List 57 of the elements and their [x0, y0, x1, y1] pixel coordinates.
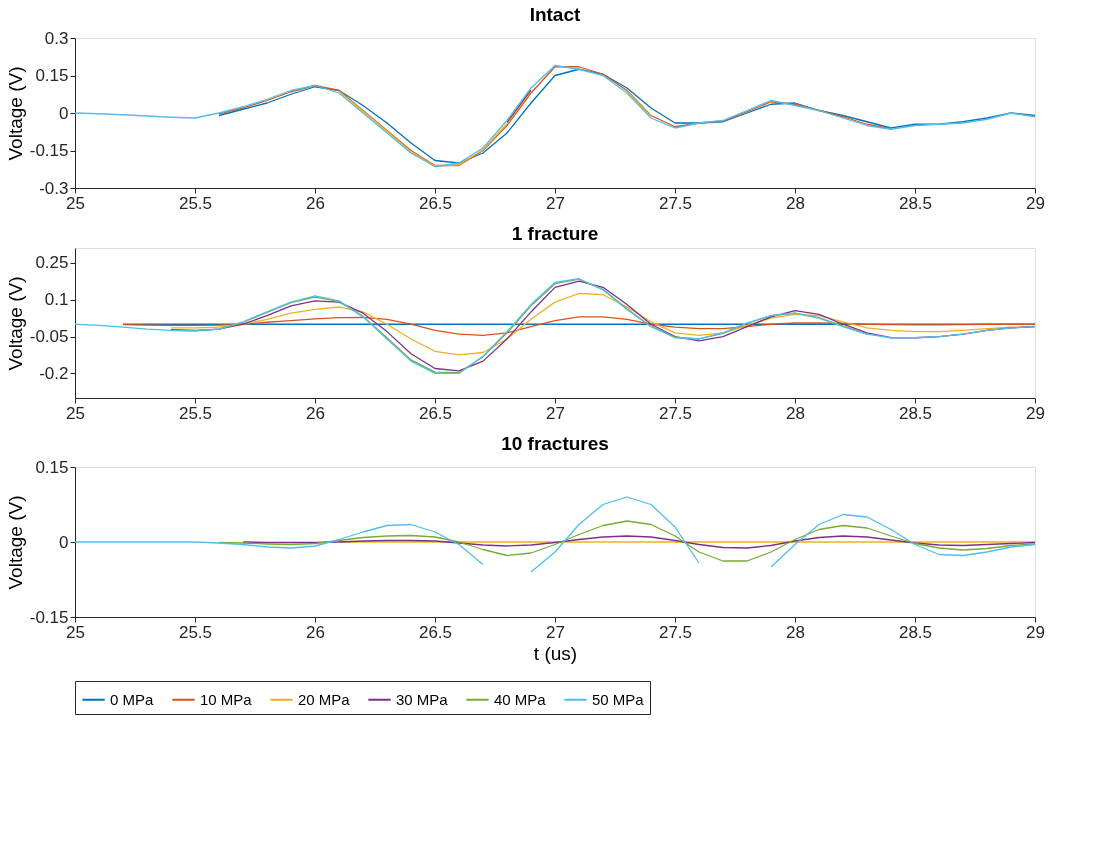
x-tick-label: 29 — [1026, 193, 1045, 213]
x-tick-label: 26.5 — [418, 622, 453, 642]
y-axis-title: Voltage (V) — [4, 66, 26, 161]
legend-label: 20 MPa — [298, 690, 351, 708]
legend-label: 50 MPa — [592, 690, 645, 708]
x-tick-label: 28 — [786, 193, 805, 213]
y-axis-title: Voltage (V) — [4, 276, 26, 371]
y-tick-label: 0.1 — [44, 290, 69, 310]
legend-label: 30 MPa — [396, 690, 449, 708]
x-tick-label: 25.5 — [178, 193, 213, 213]
y-tick-label: 0 — [59, 103, 69, 123]
legend-label: 40 MPa — [494, 690, 547, 708]
line-series — [122, 316, 1035, 336]
x-tick-label: 27.5 — [658, 403, 693, 423]
x-tick-label: 28.5 — [898, 622, 933, 642]
line-series — [218, 66, 892, 167]
x-tick-label: 28.5 — [898, 403, 933, 423]
chart-title: 1 fracture — [511, 223, 599, 244]
x-tick-label: 27 — [546, 622, 565, 642]
y-tick-label: 0.25 — [35, 253, 69, 273]
x-axis-title: t (us) — [533, 642, 578, 664]
y-tick-label: 0.3 — [44, 28, 69, 48]
x-tick-label: 25 — [66, 622, 85, 642]
x-tick-label: 27 — [546, 193, 565, 213]
y-tick-label: -0.15 — [29, 141, 69, 160]
x-tick-label: 28.5 — [898, 193, 933, 213]
chart-title: Intact — [529, 4, 581, 25]
y-tick-label: -0.05 — [29, 327, 69, 347]
legend-label: 10 MPa — [200, 690, 253, 708]
x-tick-label: 29 — [1026, 403, 1045, 423]
x-tick-label: 27 — [546, 403, 565, 423]
y-tick-label: -0.15 — [29, 607, 69, 627]
y-tick-label: 0.15 — [35, 457, 69, 477]
x-tick-label: 26 — [306, 622, 325, 642]
x-tick-label: 27.5 — [658, 622, 693, 642]
x-tick-label: 25.5 — [178, 622, 213, 642]
y-tick-label: 0.15 — [35, 66, 69, 85]
line-series — [218, 68, 1035, 164]
y-axis-title: Voltage (V) — [4, 495, 26, 590]
x-tick-label: 29 — [1026, 622, 1045, 642]
x-tick-label: 27.5 — [658, 193, 693, 213]
x-tick-label: 26.5 — [418, 193, 453, 213]
line-series — [242, 535, 1035, 549]
y-tick-label: -0.2 — [39, 363, 69, 383]
x-tick-label: 26 — [306, 193, 325, 213]
y-tick-label: 0 — [59, 532, 69, 552]
x-tick-label: 26.5 — [418, 403, 453, 423]
x-tick-label: 25.5 — [178, 403, 213, 423]
line-series — [75, 64, 1035, 168]
x-tick-label: 25 — [66, 403, 85, 423]
x-tick-label: 28 — [786, 622, 805, 642]
chart-title: 10 fractures — [501, 433, 609, 454]
x-tick-label: 25 — [66, 193, 85, 213]
x-tick-label: 28 — [786, 403, 805, 423]
legend-label: 0 MPa — [110, 690, 155, 708]
x-tick-label: 26 — [306, 403, 325, 423]
y-tick-label: -0.3 — [39, 178, 69, 198]
